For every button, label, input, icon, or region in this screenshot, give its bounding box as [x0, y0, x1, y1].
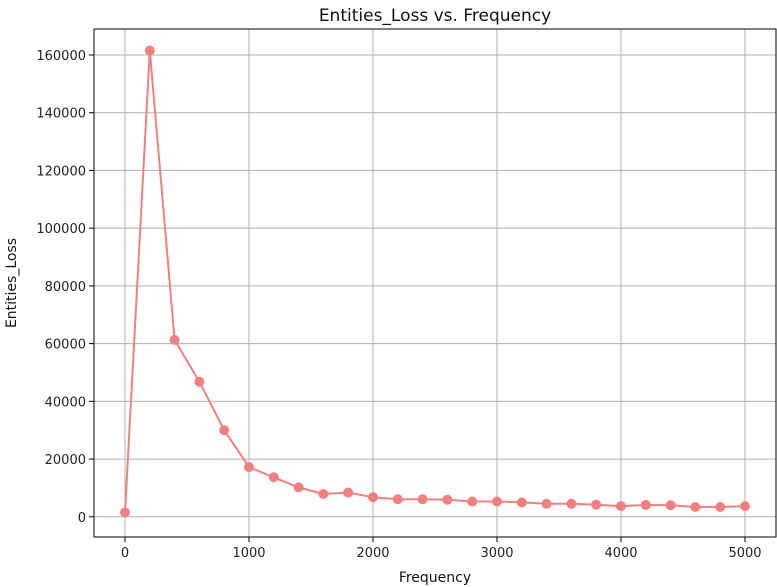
data-point: [665, 500, 676, 511]
y-tick-label: 140000: [36, 107, 86, 122]
data-point: [144, 45, 155, 56]
data-point: [591, 499, 602, 510]
data-point: [442, 494, 453, 505]
y-tick-label: 160000: [36, 49, 86, 64]
x-tick-label: 1000: [232, 546, 265, 561]
y-tick-label: 0: [78, 511, 86, 526]
data-point: [194, 376, 205, 387]
data-point: [640, 499, 651, 510]
data-point: [715, 501, 726, 512]
series: [120, 45, 750, 518]
x-tick-label: 4000: [604, 546, 637, 561]
plot-area-frame: [93, 28, 777, 538]
data-point: [740, 501, 750, 512]
data-point: [616, 501, 626, 512]
data-point: [516, 497, 527, 508]
y-tick-label: 60000: [45, 338, 86, 353]
y-tick-label: 80000: [45, 280, 86, 295]
data-point: [467, 496, 478, 507]
data-point: [293, 482, 304, 493]
x-tick-label: 0: [121, 546, 129, 561]
data-point: [368, 492, 378, 503]
x-tick-label: 3000: [480, 546, 513, 561]
data-point: [566, 498, 577, 509]
data-point: [541, 498, 552, 509]
ticks: 0 1000 2000 3000 4000 5000 0 20000 40000 60000 800…: [36, 49, 761, 561]
data-point: [492, 496, 502, 507]
y-tick-label: 20000: [45, 453, 86, 468]
data-point: [417, 494, 428, 505]
data-point: [120, 507, 130, 518]
data-point: [268, 472, 279, 483]
series-line: [124, 49, 746, 513]
y-tick-label: 100000: [36, 222, 86, 237]
y-tick-label: 120000: [36, 164, 86, 179]
chart-title: Entities_Loss vs. Frequency: [319, 6, 551, 26]
data-point: [169, 334, 180, 345]
data-point: [343, 487, 354, 498]
x-axis-label: Frequency: [399, 570, 471, 586]
x-tick-label: 5000: [728, 546, 761, 561]
y-tick-label: 40000: [45, 395, 86, 410]
x-tick-label: 2000: [356, 546, 389, 561]
data-point: [690, 501, 701, 512]
y-axis-label: Entities_Loss: [4, 238, 20, 328]
data-point: [318, 488, 329, 499]
data-point: [392, 494, 403, 505]
data-point: [219, 425, 230, 436]
data-point: [244, 462, 254, 473]
grid: [94, 29, 776, 537]
